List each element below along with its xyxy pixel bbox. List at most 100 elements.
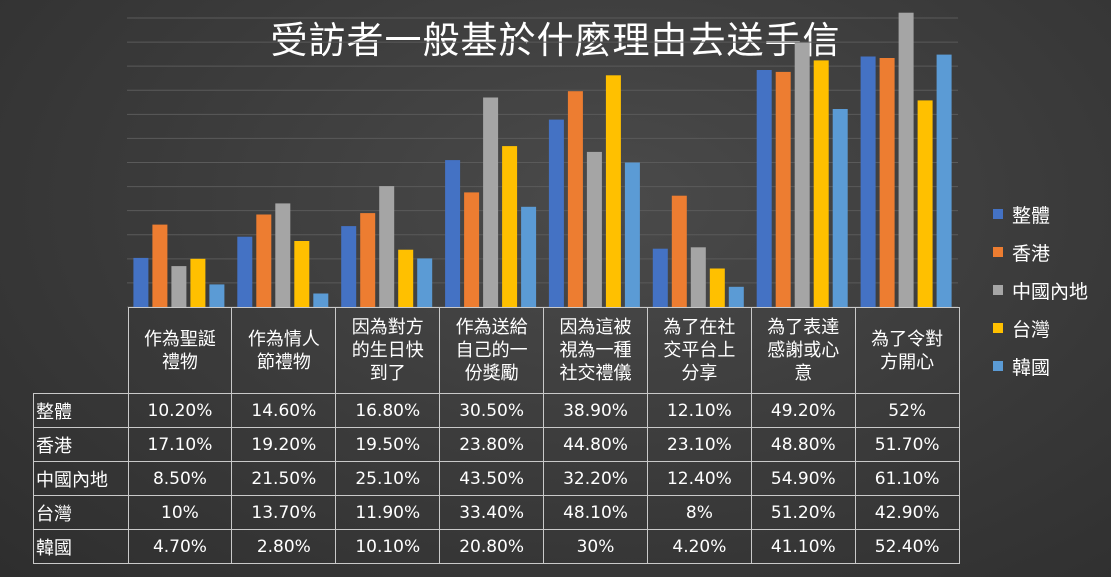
- bar-韓國-5: [728, 286, 744, 307]
- legend-label: 韓國: [1012, 356, 1051, 379]
- bar-台灣-1: [294, 241, 310, 307]
- chart-legend: 整體香港中國內地台灣韓國: [993, 195, 1088, 385]
- table-cell: 2.80%: [231, 529, 337, 564]
- table-cell: 23.80%: [439, 427, 545, 462]
- category-label-line: 份獎勵: [464, 363, 519, 384]
- bar-香港-1: [256, 214, 272, 307]
- table-cell: 10%: [127, 495, 233, 530]
- bar-韓國-4: [624, 162, 640, 307]
- table-cell: 48.80%: [750, 427, 856, 462]
- table-series-label: 韓國: [33, 529, 129, 564]
- category-label-line: 意: [794, 363, 813, 384]
- legend-swatch: [993, 247, 1003, 257]
- table-cell: 4.20%: [646, 529, 752, 564]
- table-cell: 51.70%: [854, 427, 960, 462]
- bar-整體-1: [237, 236, 253, 307]
- table-row: 中國內地 8.50% 21.50% 25.10% 43.50% 32.20% 12.40% 5…: [33, 461, 960, 496]
- table-cell: 23.10%: [646, 427, 752, 462]
- table-category-header: 為了令對 方開心: [854, 307, 960, 394]
- table-cell: 32.20%: [543, 461, 648, 496]
- bar-香港-6: [775, 71, 791, 308]
- legend-item: 中國內地: [993, 271, 1088, 309]
- table-category-header: 因為這被 視為一種 社交禮儀: [543, 307, 648, 394]
- legend-label: 台灣: [1012, 318, 1051, 341]
- table-cell: 48.10%: [543, 495, 648, 530]
- category-label-line: 為了令對: [871, 328, 944, 350]
- table-cell: 12.10%: [646, 393, 752, 428]
- bar-韓國-1: [313, 293, 329, 307]
- table-cell: 20.80%: [439, 529, 545, 564]
- bar-整體-2: [341, 226, 357, 307]
- category-label-line: 為了在社: [663, 317, 736, 338]
- table-category-header: 為了表達 感謝或心意: [750, 307, 856, 394]
- table-row: 香港 17.10% 19.20% 19.50% 23.80% 44.80% 23.10% 48…: [33, 427, 960, 462]
- table-category-header: 作為送給 自己的一 份獎勵: [439, 307, 545, 394]
- bar-香港-0: [152, 224, 168, 307]
- table-cell: 12.40%: [646, 461, 752, 496]
- table-cell: 16.80%: [335, 393, 441, 428]
- category-label-line: 社交禮儀: [559, 363, 632, 384]
- table-category-header: 因為對方 的生日快 到了: [335, 307, 441, 394]
- bar-台灣-4: [605, 75, 621, 307]
- bar-台灣-3: [502, 146, 518, 307]
- bar-台灣-6: [813, 60, 829, 308]
- table-cell: 61.10%: [854, 461, 960, 496]
- bar-香港-4: [567, 91, 583, 307]
- chart-title: 受訪者一般基於什麼理由去送手信: [270, 19, 841, 62]
- category-label-line: 因為對方: [351, 317, 424, 338]
- bar-香港-7: [879, 58, 895, 307]
- table-cell: 19.50%: [335, 427, 441, 462]
- table-cell: 43.50%: [439, 461, 545, 496]
- table-series-label: 香港: [33, 427, 129, 462]
- bar-香港-2: [360, 213, 376, 307]
- legend-item: 香港: [993, 233, 1088, 271]
- category-label-line: 視為一種: [559, 340, 632, 361]
- category-label-line: 到了: [369, 363, 406, 384]
- bar-台灣-0: [190, 258, 206, 307]
- category-label-line: 禮物: [161, 351, 198, 373]
- legend-swatch: [993, 323, 1003, 333]
- legend-label: 香港: [1012, 242, 1051, 265]
- table-cell: 17.10%: [127, 427, 233, 462]
- bar-中國內地-7: [898, 12, 914, 307]
- table-cell: 33.40%: [439, 495, 545, 530]
- category-label-line: 的生日快: [351, 340, 424, 361]
- table-category-header: 作為情人 節禮物: [231, 307, 337, 394]
- table-series-label: 整體: [33, 393, 129, 428]
- bar-中國內地-4: [586, 151, 602, 307]
- legend-item: 韓國: [993, 347, 1088, 385]
- category-label-line: 因為這被: [559, 317, 632, 338]
- category-label-line: 交平台上: [663, 340, 736, 361]
- bar-香港-5: [671, 195, 687, 307]
- bar-整體-3: [445, 160, 461, 307]
- category-label-line: 分享: [681, 363, 718, 384]
- table-cell: 19.20%: [231, 427, 337, 462]
- bar-韓國-7: [936, 54, 952, 307]
- table-cell: 25.10%: [335, 461, 441, 496]
- bar-中國內地-3: [483, 97, 499, 307]
- table-row: 整體 10.20% 14.60% 16.80% 30.50% 38.90% 12.10% 49…: [33, 393, 960, 428]
- bar-中國內地-2: [379, 186, 395, 307]
- table-cell: 4.70%: [127, 529, 233, 564]
- table-corner: [33, 307, 129, 394]
- legend-label: 整體: [1012, 204, 1051, 227]
- bar-韓國-0: [209, 284, 225, 307]
- table-cell: 44.80%: [543, 427, 648, 462]
- table-cell: 10.10%: [335, 529, 441, 564]
- legend-item: 台灣: [993, 309, 1088, 347]
- table-category-header: 為了在社 交平台上 分享: [646, 307, 752, 394]
- bar-台灣-5: [709, 268, 725, 307]
- bar-韓國-3: [521, 206, 537, 307]
- bar-整體-6: [756, 70, 772, 307]
- bar-香港-3: [464, 192, 480, 307]
- table-cell: 13.70%: [231, 495, 337, 530]
- table-cell: 51.20%: [750, 495, 856, 530]
- table-cell: 30%: [543, 529, 648, 564]
- table-category-header: 作為聖誕 禮物: [127, 307, 233, 394]
- bar-韓國-6: [832, 109, 848, 307]
- bar-台灣-2: [398, 249, 414, 307]
- table-row: 台灣 10% 13.70% 11.90% 33.40% 48.10% 8% 51.20% 42.…: [33, 495, 960, 530]
- bar-中國內地-0: [171, 266, 187, 307]
- bar-韓國-2: [417, 258, 433, 307]
